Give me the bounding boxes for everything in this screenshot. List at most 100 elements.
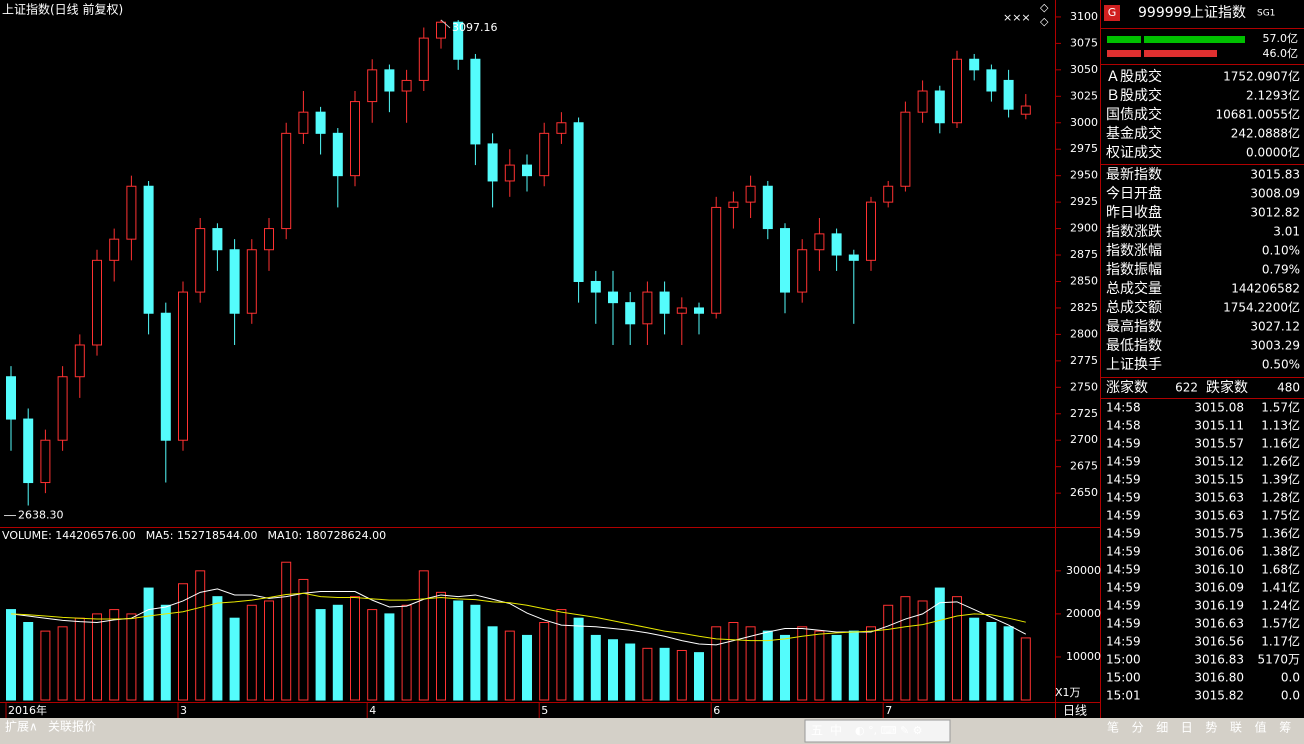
footer-button[interactable]: 关联报价 — [48, 719, 96, 734]
buy-bar — [1144, 36, 1245, 43]
candle-body — [590, 280, 601, 293]
candle-body — [350, 101, 360, 177]
volume-bar — [590, 634, 601, 701]
volume-bar — [608, 639, 618, 701]
candle-body — [418, 37, 429, 81]
volume-bar — [848, 630, 859, 701]
tab[interactable]: 筹 — [1279, 721, 1291, 735]
candle-body — [952, 58, 962, 124]
candle-body — [883, 185, 894, 203]
tick-time: 15:01 — [1106, 689, 1141, 703]
volume-bar — [195, 570, 206, 701]
candle-body — [315, 111, 326, 134]
candle-body — [23, 418, 34, 484]
candle-body — [522, 164, 532, 177]
stat-label: 权证成交 — [1106, 144, 1162, 161]
stat-value: 1752.0907亿 — [1223, 69, 1300, 84]
tab[interactable]: 联 — [1230, 721, 1242, 735]
ime-mode[interactable]: 五 — [811, 724, 823, 738]
y-tick-label: 10000 — [1066, 650, 1101, 663]
volume-bar — [711, 626, 722, 701]
tab[interactable]: 值 — [1255, 720, 1267, 735]
volume-bar — [23, 622, 34, 701]
breadth-up-label: 涨家数 — [1106, 379, 1148, 396]
candle-body — [126, 185, 137, 240]
tick-price: 3015.08 — [1194, 401, 1244, 415]
candle-body — [6, 376, 16, 420]
tick-price: 3016.63 — [1194, 617, 1244, 631]
stat-label: 最低指数 — [1106, 338, 1162, 354]
volume-bar — [573, 617, 584, 701]
candle-body — [814, 233, 825, 251]
candle-body — [264, 228, 274, 251]
volume-bar — [642, 647, 653, 701]
candle-body — [934, 90, 945, 124]
tick-amount: 5170万 — [1257, 653, 1300, 667]
tick-price: 3015.57 — [1194, 437, 1244, 451]
volume-bar — [178, 583, 188, 701]
candle-body — [92, 259, 102, 346]
stat-label: 昨日收盘 — [1106, 204, 1162, 221]
tab[interactable]: 日 — [1181, 721, 1193, 735]
candle-body — [539, 132, 550, 177]
footer-button[interactable]: 扩展∧ — [5, 720, 38, 734]
tab[interactable]: 笔 — [1107, 720, 1119, 735]
candle-body — [160, 312, 171, 441]
candle-body — [436, 21, 446, 39]
tick-amount: 1.13亿 — [1261, 418, 1300, 433]
marker-icons: ××× — [1003, 11, 1031, 24]
volume-bar — [745, 626, 756, 701]
tick-amount: 1.28亿 — [1261, 490, 1300, 505]
stat-label: 基金成交 — [1106, 125, 1162, 142]
volume-bar — [418, 570, 429, 701]
candle-body — [143, 185, 154, 314]
volume-bar — [92, 613, 102, 701]
tick-time: 14:59 — [1106, 437, 1141, 451]
volume-bar — [315, 609, 326, 701]
ime-mode[interactable]: 中 — [830, 723, 842, 738]
candle-body — [109, 238, 120, 261]
candle-body — [74, 344, 85, 378]
stat-label: 今日开盘 — [1106, 185, 1162, 202]
tick-time: 14:59 — [1106, 455, 1141, 469]
candle-body — [504, 164, 515, 182]
tab[interactable]: 分 — [1132, 721, 1144, 735]
candle-body — [642, 291, 653, 325]
low-label: 2638.30 — [18, 509, 64, 522]
volume-bar — [694, 652, 704, 701]
tick-time: 14:59 — [1106, 491, 1141, 505]
tick-price: 3015.75 — [1194, 527, 1244, 541]
y-tick-label: 2925 — [1070, 195, 1098, 208]
x-tick-label: 6 — [713, 704, 720, 717]
volume-bar — [281, 561, 292, 701]
tick-amount: 1.68亿 — [1261, 562, 1300, 577]
period-label[interactable]: 日线 — [1063, 704, 1087, 718]
ime-icons[interactable]: ◐ °, ⌨ ✎ ⚙ — [855, 724, 923, 737]
candle-body — [229, 249, 240, 314]
candle-body — [676, 307, 687, 314]
y-tick-label: 3100 — [1070, 10, 1098, 23]
tick-time: 14:58 — [1106, 419, 1141, 433]
marker-icon: ◇ — [1040, 15, 1049, 28]
stat-label: 指数涨幅 — [1106, 243, 1162, 259]
stat-label: 国债成交 — [1106, 106, 1162, 123]
y-tick-label: 3025 — [1070, 89, 1098, 102]
candle-body — [384, 69, 395, 92]
y-tick-label: 2650 — [1070, 486, 1098, 499]
tab[interactable]: 细 — [1156, 721, 1168, 735]
volume-bar — [1003, 626, 1014, 701]
breadth-up: 622 — [1175, 381, 1198, 395]
x-tick-label: 5 — [541, 704, 548, 717]
tick-time: 14:59 — [1106, 599, 1141, 613]
chart-title: 上证指数(日线 前复权) — [2, 2, 123, 17]
tab[interactable]: 势 — [1205, 721, 1217, 735]
candle-body — [900, 111, 911, 187]
badge-box — [1104, 5, 1120, 21]
stock-tag: SG1 — [1257, 9, 1275, 19]
stock-name: 上证指数 — [1190, 5, 1246, 21]
tick-time: 14:59 — [1106, 635, 1141, 649]
stat-value: 242.0888亿 — [1231, 126, 1300, 141]
stat-value: 0.50% — [1262, 358, 1300, 372]
